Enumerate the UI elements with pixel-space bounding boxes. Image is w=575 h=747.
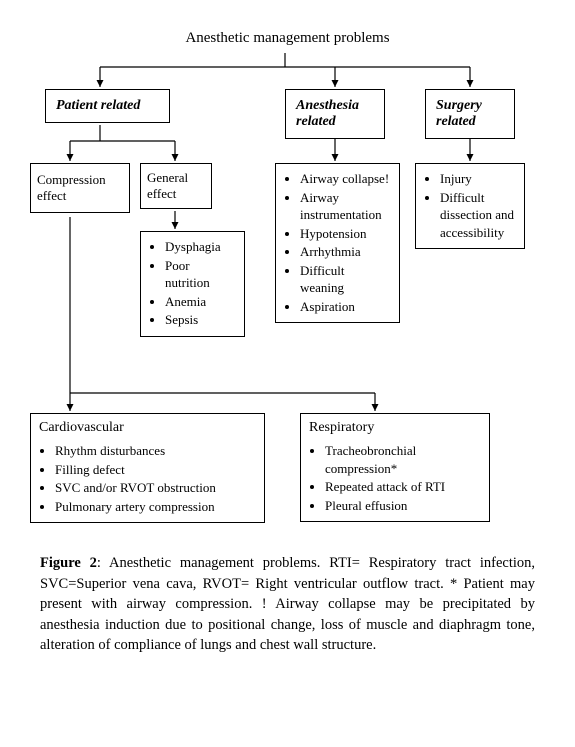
list-item: Pleural effusion [325,497,481,515]
list-item: Tracheobronchial compression* [325,442,481,477]
cardiovascular-items-list: Rhythm disturbances Filling defect SVC a… [39,442,256,515]
respiratory-title: Respiratory [309,420,481,436]
list-item: Sepsis [165,311,236,329]
chart-title: Anesthetic management problems [40,30,535,47]
node-patient-related: Patient related [45,89,170,123]
list-item: Dysphagia [165,238,236,256]
node-surgery-related: Surgery related [425,89,515,139]
node-anesthesia-related: Anesthesia related [285,89,385,139]
node-general-effect: General effect [140,163,212,209]
node-anesthesia-items: Airway collapse! Airway instrumentation … [275,163,400,323]
list-item: Difficult dissection and accessibility [440,189,516,242]
list-item: Hypotension [300,225,391,243]
list-item: Airway instrumentation [300,189,391,224]
list-item: SVC and/or RVOT obstruction [55,479,256,497]
flowchart: Patient related Anesthesia related Surge… [40,53,535,543]
figure-caption: Figure 2: Anesthetic management problems… [40,553,535,656]
list-item: Arrhythmia [300,243,391,261]
node-general-items: Dysphagia Poor nutrition Anemia Sepsis [140,231,245,337]
list-item: Aspiration [300,298,391,316]
node-respiratory: Respiratory Tracheobronchial compression… [300,413,490,522]
list-item: Injury [440,170,516,188]
node-compression-effect: Compression effect [30,163,130,213]
cardiovascular-title: Cardiovascular [39,420,256,436]
list-item: Rhythm disturbances [55,442,256,460]
general-items-list: Dysphagia Poor nutrition Anemia Sepsis [149,238,236,329]
figure-label: Figure 2 [40,555,97,571]
respiratory-items-list: Tracheobronchial compression* Repeated a… [309,442,481,514]
anesthesia-items-list: Airway collapse! Airway instrumentation … [284,170,391,315]
node-surgery-items: Injury Difficult dissection and accessib… [415,163,525,249]
list-item: Anemia [165,293,236,311]
list-item: Filling defect [55,461,256,479]
figure-caption-text: : Anesthetic management problems. RTI= R… [40,555,535,653]
list-item: Difficult weaning [300,262,391,297]
node-cardiovascular: Cardiovascular Rhythm disturbances Filli… [30,413,265,523]
list-item: Airway collapse! [300,170,391,188]
list-item: Pulmonary artery compression [55,498,256,516]
list-item: Repeated attack of RTI [325,478,481,496]
surgery-items-list: Injury Difficult dissection and accessib… [424,170,516,241]
list-item: Poor nutrition [165,257,236,292]
